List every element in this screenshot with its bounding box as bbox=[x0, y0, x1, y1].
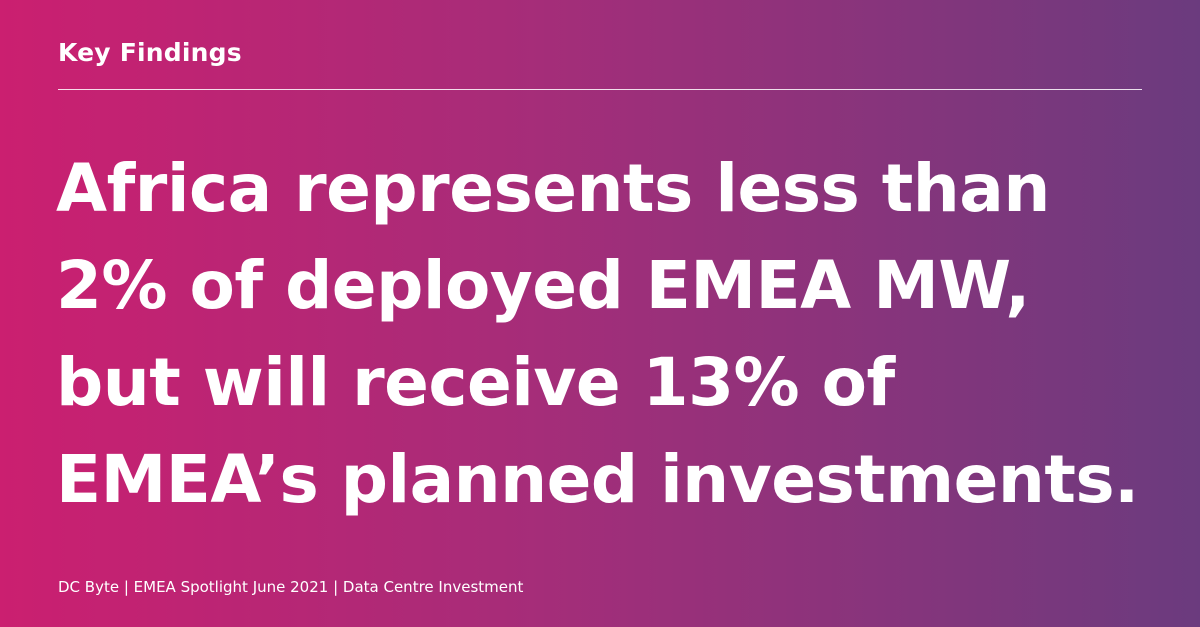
headline: Africa represents less than 2% of deploy… bbox=[56, 140, 1139, 528]
headline-line: EMEA’s planned investments. bbox=[56, 441, 1139, 518]
headline-line: 2% of deployed EMEA MW, bbox=[56, 247, 1030, 324]
footer: DC Byte | EMEA Spotlight June 2021 | Dat… bbox=[58, 578, 524, 596]
header-title: Key Findings bbox=[58, 38, 242, 67]
divider bbox=[58, 89, 1142, 90]
headline-line: Africa represents less than bbox=[56, 150, 1050, 227]
headline-line: but will receive 13% of bbox=[56, 344, 895, 421]
